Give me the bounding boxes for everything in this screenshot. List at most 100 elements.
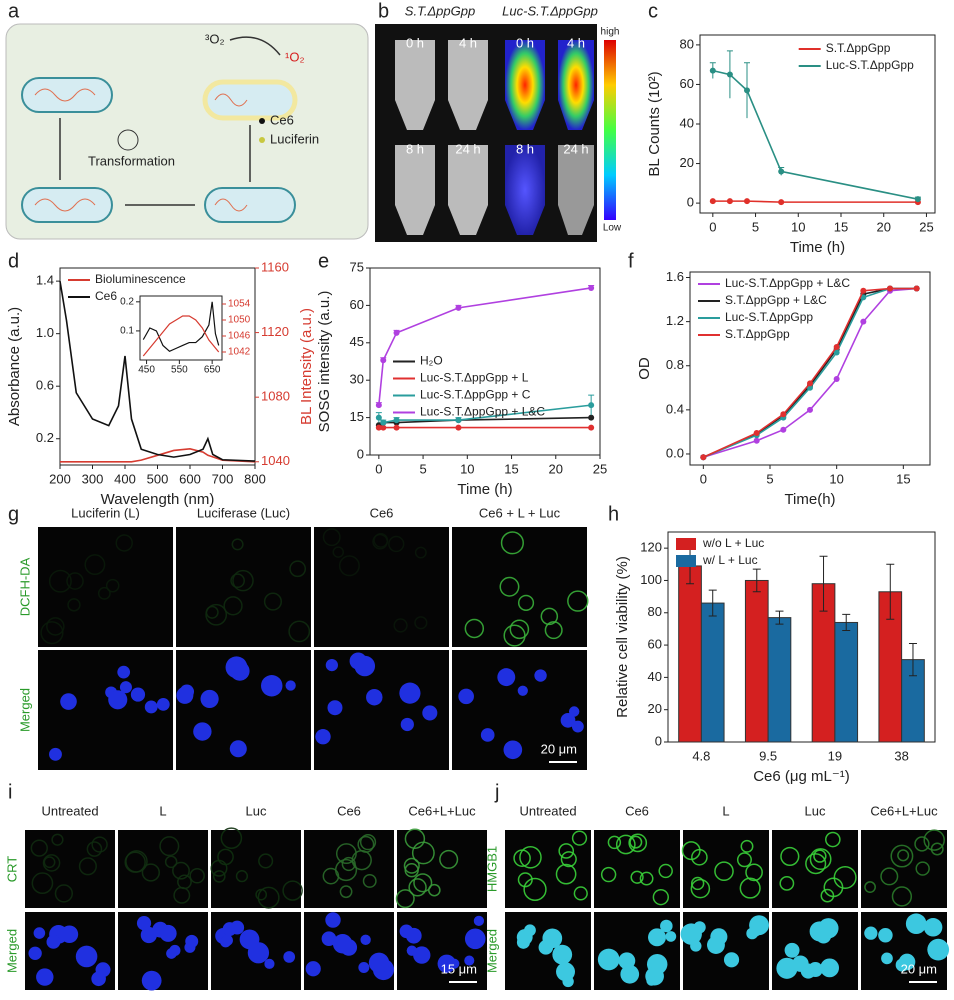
y-tick-label: 20 [680,155,694,170]
data-point [744,87,750,94]
nucleus [927,938,950,961]
nucleus [141,970,162,991]
legend-label: S.T.ΔppGpp [725,327,790,341]
y-axis-label: Absorbance (a.u.) [6,307,23,426]
ce6-icon [259,118,265,124]
cell-signal [571,830,588,846]
x-axis-label: Time (h) [790,239,845,256]
x-tick-label: 9.5 [759,748,777,763]
nucleus [597,948,620,971]
nucleus [784,942,800,958]
y-tick-label: 20 [648,701,662,716]
y-axis-label: SOSG intensity (a.u.) [316,291,333,433]
data-point [380,419,387,426]
cell-signal [288,620,311,643]
series-line [703,287,917,459]
y2-tick-label: 1054 [228,299,251,310]
panel-letter: c [648,0,658,22]
y2-tick-label: 1040 [261,453,290,468]
data-point [778,168,785,175]
nucleus [193,722,212,741]
cell-signal [172,861,190,880]
x-tick-label: 4.8 [692,748,710,763]
nucleus [895,958,909,972]
panel-letter: e [318,250,329,272]
nucleus [95,962,111,978]
cell-signal [690,876,705,891]
y-axis-label: Relative cell viability (%) [614,556,631,718]
x-tick-label: 0 [375,461,382,476]
nucleus [368,952,390,974]
series-line [142,301,220,352]
colorbar-high: high [601,27,620,38]
cell-signal [503,624,526,647]
time-label: 4 h [567,35,585,50]
data-point [375,402,382,409]
cell-signal [78,857,97,876]
legend-label: Luc-S.T.ΔppGpp + L&C [420,405,545,419]
nucleus [169,944,181,957]
time-label: 8 h [406,141,424,156]
nucleus [820,958,840,978]
panel-letter: f [628,250,634,272]
x-tick-label: 650 [204,365,221,376]
cell-signal [915,861,930,876]
cell-signal [388,535,405,553]
time-label: 24 h [563,141,588,156]
cell-signal [629,835,643,849]
legend-swatch [676,555,696,567]
cell-signal [780,846,800,867]
y-tick-label: 0.2 [36,430,54,445]
cell-signal [393,618,408,633]
x-tick-label: 19 [828,748,842,763]
cell-signal [42,854,61,872]
nucleus [260,675,283,697]
legend-label: S.T.ΔppGpp [826,41,891,55]
y-tick-label: 1.2 [666,313,684,328]
nucleus [264,958,275,969]
nucleus [458,688,474,705]
nucleus [648,928,666,947]
y2-tick-label: 1120 [261,324,289,339]
group-label: S.T.ΔppGpp [405,3,475,18]
error-bar [819,555,828,612]
x-axis-label: Time(h) [784,491,835,508]
y-tick-label: 0 [655,733,662,748]
data-point [726,71,733,78]
x-tick-label: 10 [460,461,474,476]
nucleus [480,728,495,742]
time-label: 24 h [455,141,480,156]
nucleus [923,918,943,937]
cell-signal [46,617,65,636]
series-line [712,200,918,203]
nucleus [327,700,343,716]
x-tick-label: 20 [549,461,563,476]
scale-bar-label: 20 μm [541,741,577,756]
nucleus [315,728,331,745]
row-label: Merged [484,929,499,973]
data-point [455,417,462,424]
nucleus [399,682,421,704]
data-point [807,380,813,387]
data-point [914,196,921,203]
cell-signal [509,619,530,640]
column-header: Luciferin (L) [71,505,140,520]
nucleus [562,975,574,988]
x-tick-label: 500 [147,471,169,486]
legend-label: Luc-S.T.ΔppGpp + L&C [725,276,850,290]
cell-signal [833,865,857,890]
error-bar [842,613,851,632]
cell-signal [338,555,360,577]
nucleus [156,697,170,711]
y-tick-label: 0 [687,195,694,210]
cell-signal [97,586,111,600]
cell-signal [825,831,841,848]
y2-tick-label: 1042 [228,347,251,358]
data-point [860,318,867,325]
data-point [588,414,595,421]
nucleus [776,957,798,979]
nucleus [136,916,152,931]
nucleus [366,688,383,706]
cell-signal [630,870,644,884]
